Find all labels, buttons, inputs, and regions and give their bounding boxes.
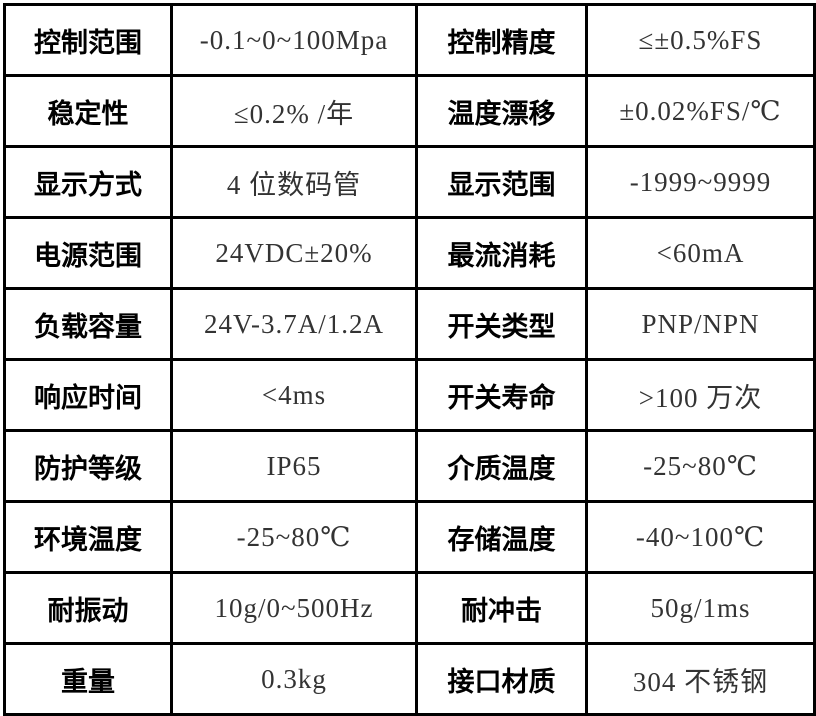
spec-value: IP65 [170,429,418,503]
spec-label: 耐冲击 [415,571,588,645]
spec-label: 接口材质 [415,642,588,716]
table-row: 重量 0.3kg 接口材质 304 不锈钢 [3,642,816,716]
table-row: 响应时间 <4ms 开关寿命 >100 万次 [3,358,816,432]
spec-value: 10g/0~500Hz [170,571,418,645]
spec-value: PNP/NPN [585,287,816,361]
spec-label: 响应时间 [3,358,173,432]
table-row: 防护等级 IP65 介质温度 -25~80℃ [3,429,816,503]
spec-label: 开关寿命 [415,358,588,432]
table-row: 电源范围 24VDC±20% 最流消耗 <60mA [3,216,816,290]
spec-label: 电源范围 [3,216,173,290]
spec-label: 稳定性 [3,74,173,148]
spec-label: 温度漂移 [415,74,588,148]
spec-label: 环境温度 [3,500,173,574]
spec-value: >100 万次 [585,358,816,432]
spec-label: 最流消耗 [415,216,588,290]
spec-value: ≤0.2% /年 [170,74,418,148]
spec-value: -1999~9999 [585,145,816,219]
spec-value: -40~100℃ [585,500,816,574]
spec-label: 存储温度 [415,500,588,574]
spec-value: -25~80℃ [170,500,418,574]
spec-value: 0.3kg [170,642,418,716]
spec-label: 耐振动 [3,571,173,645]
spec-value: -25~80℃ [585,429,816,503]
spec-label: 控制范围 [3,3,173,77]
spec-value: 24VDC±20% [170,216,418,290]
spec-value: 304 不锈钢 [585,642,816,716]
spec-value: 50g/1ms [585,571,816,645]
spec-value: 24V-3.7A/1.2A [170,287,418,361]
spec-value: <4ms [170,358,418,432]
spec-label: 控制精度 [415,3,588,77]
table-row: 稳定性 ≤0.2% /年 温度漂移 ±0.02%FS/℃ [3,74,816,148]
spec-label: 显示方式 [3,145,173,219]
spec-label: 介质温度 [415,429,588,503]
table-row: 显示方式 4 位数码管 显示范围 -1999~9999 [3,145,816,219]
spec-label: 显示范围 [415,145,588,219]
spec-value: <60mA [585,216,816,290]
spec-value: ≤±0.5%FS [585,3,816,77]
spec-label: 负载容量 [3,287,173,361]
spec-table: 控制范围 -0.1~0~100Mpa 控制精度 ≤±0.5%FS 稳定性 ≤0.2% /年… [3,3,816,716]
spec-value: -0.1~0~100Mpa [170,3,418,77]
spec-label: 开关类型 [415,287,588,361]
table-row: 负载容量 24V-3.7A/1.2A 开关类型 PNP/NPN [3,287,816,361]
table-row: 控制范围 -0.1~0~100Mpa 控制精度 ≤±0.5%FS [3,3,816,77]
spec-label: 重量 [3,642,173,716]
table-row: 环境温度 -25~80℃ 存储温度 -40~100℃ [3,500,816,574]
spec-value: ±0.02%FS/℃ [585,74,816,148]
table-row: 耐振动 10g/0~500Hz 耐冲击 50g/1ms [3,571,816,645]
spec-value: 4 位数码管 [170,145,418,219]
spec-label: 防护等级 [3,429,173,503]
